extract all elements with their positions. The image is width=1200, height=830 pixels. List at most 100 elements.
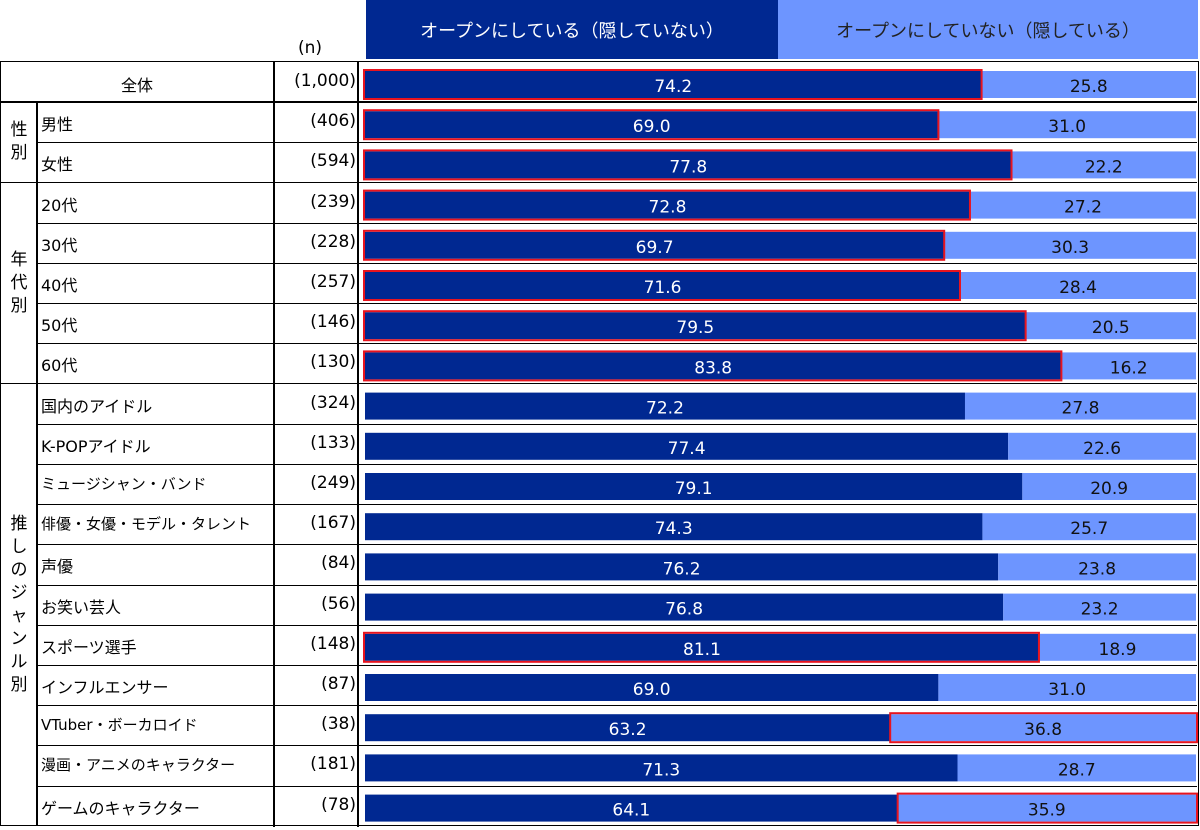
row-n: (594) [310,151,356,172]
group-label-char: ジ [10,582,28,603]
row-separator [37,142,1197,144]
value-label-closed: 27.2 [1064,198,1102,218]
bar-open [365,312,1026,340]
group-divider [36,383,38,826]
highlight-box [363,350,1063,382]
bar-closed [938,111,1196,139]
row-label: VTuber・ボーカロイド [41,716,198,735]
row-n: (38) [321,714,356,735]
value-label-open: 79.5 [676,318,714,338]
group-separator [1,382,1197,385]
highlight-box [363,189,971,221]
value-label-open: 64.1 [612,801,650,821]
group-separator [1,181,1197,184]
group-label-char: 推 [10,513,28,534]
group-label-char: 性 [10,120,28,141]
bar-open [365,553,999,581]
group-label: 年代別 [1,183,37,384]
bar-row: 77.8 22.2 [363,149,1196,181]
value-label-closed: 18.9 [1099,640,1137,660]
value-label-open: 76.2 [663,559,701,579]
row-label: お笑い芸人 [41,597,122,617]
value-label-closed: 20.5 [1092,318,1130,338]
group-divider [36,102,38,183]
bar-open [365,754,958,782]
row-label: ゲームのキャラクター [41,798,200,818]
value-label-closed: 31.0 [1048,117,1086,137]
group-label-char: 別 [10,295,28,316]
bar-closed [890,714,1196,742]
group-label-char: し [10,536,28,557]
bar-row: 76.2 23.8 [365,553,1196,581]
bar-open [365,473,1023,500]
row-separator [37,705,1197,707]
bar-closed [897,794,1196,822]
group-label: 性別 [1,102,37,182]
highlight-box [363,310,1027,342]
value-label-closed: 28.7 [1058,760,1096,780]
bar-row: 69.0 31.0 [363,109,1196,141]
row-n: (167) [310,513,356,534]
column-divider [273,62,275,827]
group-label-char: ャ [10,605,28,626]
row-n: (181) [310,754,356,775]
value-label-open: 69.7 [636,238,674,258]
row-label: 女性 [41,155,74,175]
row-label: 漫画・アニメのキャラクター [41,756,236,775]
bar-row: 81.1 18.9 [363,631,1196,663]
bar-open [365,111,939,139]
bar-closed [1025,312,1196,340]
group-label-char: 別 [10,143,28,164]
bar-closed [964,392,1196,420]
bar-closed [1022,473,1196,500]
bar-open [365,432,1009,460]
row-separator [37,785,1197,787]
value-label-closed: 31.0 [1048,680,1086,700]
highlight-box [363,69,983,100]
row-label: 20代 [41,195,78,215]
legend-closed: オープンにしていない（隠している） [778,0,1198,59]
n-header: (n) [298,38,323,58]
value-label-open: 69.0 [633,680,671,700]
highlight-box [363,229,946,261]
value-label-closed: 25.7 [1070,519,1108,539]
row-separator [37,504,1197,506]
value-label-open: 77.8 [669,157,707,177]
group-label-char: ル [10,651,28,672]
row-label: 40代 [41,276,78,295]
group-label-char: 別 [10,674,28,695]
value-label-closed: 25.8 [1070,77,1108,97]
bar-open [365,674,939,701]
bar-closed [957,754,1196,782]
bar-closed [1003,593,1196,621]
row-label: インフルエンサー [41,678,169,697]
row-label: 国内のアイドル [41,396,153,416]
value-label-closed: 22.6 [1083,439,1121,459]
row-separator [37,584,1197,586]
value-label-open: 74.2 [654,77,692,97]
highlight-box [363,109,940,141]
bar-closed [944,231,1196,259]
value-label-closed: 28.4 [1059,278,1097,298]
highlight-box [363,149,1013,181]
bar-closed [1061,352,1196,380]
bar-open [365,794,898,822]
value-label-open: 71.6 [644,278,682,298]
column-divider [357,62,359,827]
bar-row: 74.2 25.8 [363,69,1196,100]
bar-closed [969,191,1196,219]
bar-row: 69.7 30.3 [363,229,1196,261]
bar-open [365,633,1039,661]
row-separator [37,343,1197,345]
row-separator [37,665,1197,666]
group-separator [1,101,1197,103]
bar-closed [1038,633,1196,661]
row-n: (324) [310,392,356,413]
row-label: 俳優・女優・モデル・タレント [41,515,252,534]
row-n: (228) [310,231,356,252]
highlight-box [896,792,1199,824]
bar-closed [1011,151,1196,179]
row-label: 30代 [41,235,78,255]
row-n: (257) [310,272,356,292]
row-label: 50代 [41,316,78,336]
